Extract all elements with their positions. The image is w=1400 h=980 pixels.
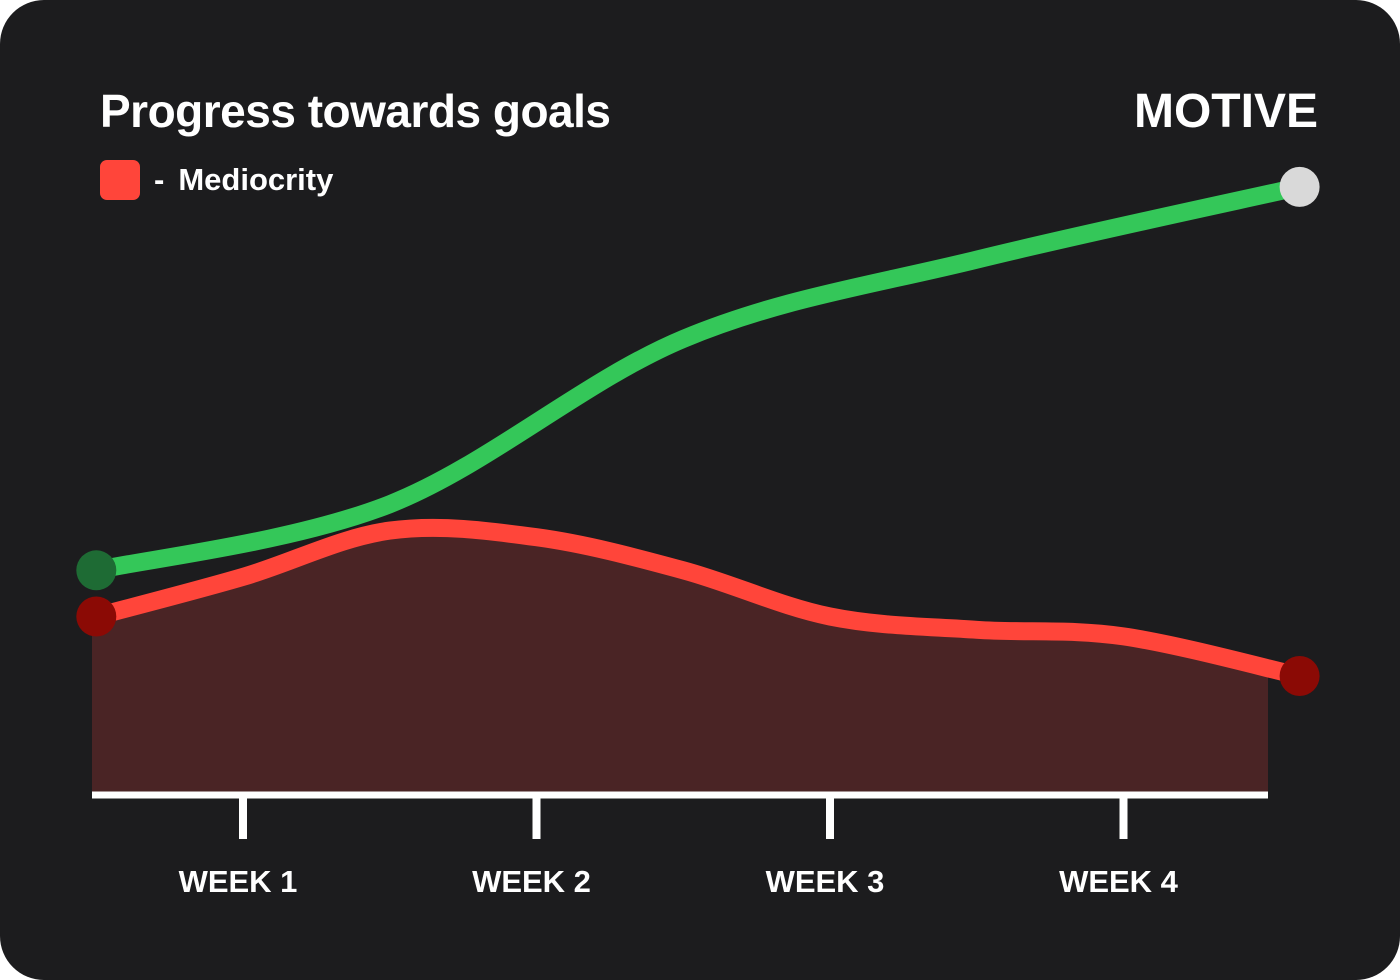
chart-title: Progress towards goals — [100, 85, 611, 137]
mediocrity-line — [87, 518, 1309, 685]
point-markers — [76, 166, 1320, 696]
x-tick-label: WEEK 4 — [1059, 864, 1179, 899]
brand-logo: MOTIVE — [1133, 85, 1318, 138]
x-tick-label: WEEK 1 — [179, 864, 298, 899]
x-axis: WEEK 1 WEEK 2 WEEK 3 WEEK 4 — [92, 791, 1268, 899]
progress-line — [87, 177, 1309, 580]
legend-label-mediocrity: Mediocrity — [178, 162, 334, 197]
progress-end-point — [1279, 166, 1320, 207]
mediocrity-area — [92, 527, 1300, 795]
legend: - Mediocrity — [100, 160, 333, 200]
legend-swatch-mediocrity — [100, 160, 140, 200]
mediocrity-end-point — [1279, 656, 1320, 696]
progress-start-point — [76, 550, 117, 591]
legend-dash: - — [154, 162, 165, 197]
x-tick-label: WEEK 3 — [766, 864, 885, 899]
x-tick-label: WEEK 2 — [472, 864, 591, 899]
mediocrity-start-point — [76, 596, 117, 637]
